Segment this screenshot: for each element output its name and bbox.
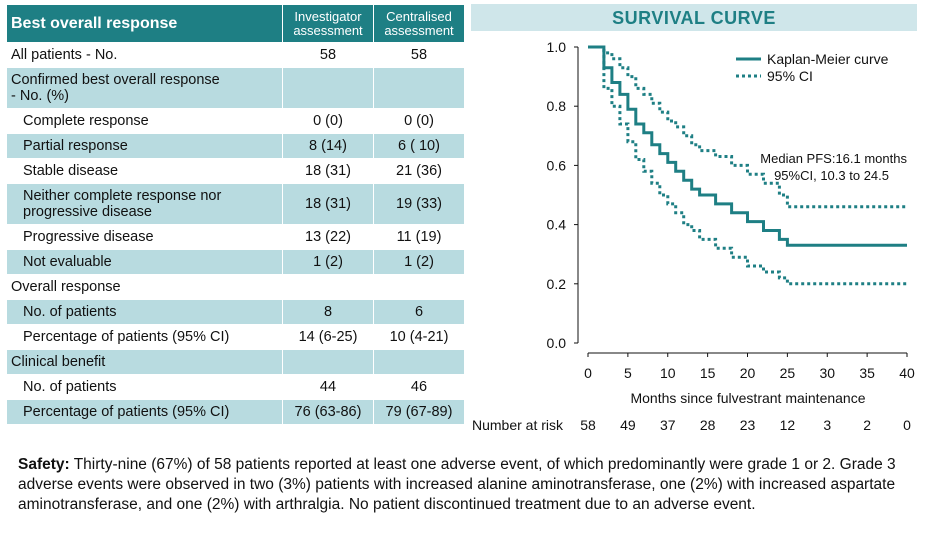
table-row: No. of patients 44 46: [6, 374, 465, 400]
risk-count: 0: [903, 417, 911, 433]
table-row: Overall response: [6, 274, 465, 300]
table-row: Progressive disease 13 (22) 11 (19): [6, 224, 465, 250]
legend-label-km: Kaplan-Meier curve: [767, 51, 889, 67]
legend: Kaplan-Meier curve 95% CI: [736, 51, 889, 84]
x-tick-label: 20: [740, 365, 756, 381]
series-group: [588, 45, 907, 286]
safety-label: Safety:: [18, 456, 70, 473]
series-ci-upper-line: [588, 45, 907, 209]
response-table: Best overall response Investigator assess…: [6, 4, 465, 425]
risk-count: 28: [700, 417, 716, 433]
y-tick-label: 0.4: [547, 217, 567, 233]
risk-count: 3: [823, 417, 831, 433]
series-km-line: [588, 45, 907, 247]
table-row: Neither complete response nor progressive…: [6, 183, 465, 225]
table-row: Partial response 8 (14) 6 ( 10): [6, 133, 465, 159]
table-row: All patients - No. 58 58: [6, 42, 465, 68]
series-ci-lower-line: [588, 45, 907, 286]
table-row: Stable disease 18 (31) 21 (36): [6, 158, 465, 184]
y-tick-label: 0.6: [547, 157, 567, 173]
header-investigator: Investigator assessment: [282, 4, 374, 43]
x-tick-label: 30: [819, 365, 835, 381]
risk-count: 58: [580, 417, 596, 433]
table-row: Confirmed best overall response - No. (%…: [6, 67, 465, 109]
table-row: No. of patients 8 6: [6, 299, 465, 325]
y-tick-label: 0.0: [547, 335, 567, 351]
x-axis-label: Months since fulvestrant maintenance: [630, 390, 865, 406]
x-tick-label: 40: [899, 365, 915, 381]
risk-count: 49: [620, 417, 636, 433]
number-at-risk-label: Number at risk: [472, 417, 564, 433]
x-tick-label: 25: [780, 365, 796, 381]
annotation-ci: 95%CI, 10.3 to 24.5: [774, 168, 889, 183]
table-row: Percentage of patients (95% CI) 76 (63-8…: [6, 399, 465, 425]
table-row: Not evaluable 1 (2) 1 (2): [6, 249, 465, 275]
y-tick-label: 0.8: [547, 98, 567, 114]
table-row: Complete response 0 (0) 0 (0): [6, 108, 465, 134]
table-row: Percentage of patients (95% CI) 14 (6-25…: [6, 324, 465, 350]
risk-count: 2: [863, 417, 871, 433]
risk-count: 37: [660, 417, 676, 433]
header-centralised: Centralised assessment: [373, 4, 465, 43]
risk-count: 12: [780, 417, 796, 433]
safety-text: Thirty-nine (67%) of 58 patients reporte…: [18, 456, 896, 513]
safety-paragraph: Safety: Thirty-nine (67%) of 58 patients…: [18, 455, 908, 515]
x-tick-label: 0: [584, 365, 592, 381]
y-tick-label: 1.0: [547, 39, 567, 55]
table-row: Clinical benefit: [6, 349, 465, 375]
y-ticks: 0.0 0.2 0.4 0.6 0.8 1.0: [547, 39, 578, 351]
x-tick-label: 10: [660, 365, 676, 381]
x-ticks: 0 5 10 15 20 25 30 35 40: [584, 353, 915, 381]
number-at-risk-values: 58 49 37 28 23 12 3 2 0: [580, 417, 911, 433]
risk-count: 23: [740, 417, 756, 433]
legend-label-ci: 95% CI: [767, 68, 813, 84]
table-header-row: Best overall response Investigator assess…: [6, 4, 465, 43]
survival-chart: 0.00.20.40.60.81.0 0 5 10 15 20 25 30 35 40 Kapl…: [472, 39, 915, 433]
x-tick-label: 5: [624, 365, 632, 381]
table-header-title: Best overall response: [6, 4, 283, 43]
y-tick-label: 0.2: [547, 276, 567, 292]
annotation-median-pfs: Median PFS:16.1 months: [760, 151, 907, 166]
x-tick-label: 35: [859, 365, 875, 381]
chart-title: SURVIVAL CURVE: [471, 4, 917, 31]
x-tick-label: 15: [700, 365, 716, 381]
